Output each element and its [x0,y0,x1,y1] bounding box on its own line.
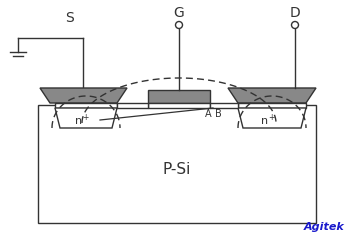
Bar [38,105,316,223]
Polygon shape [55,108,117,128]
Text: n$^+$: n$^+$ [74,112,90,128]
Polygon shape [148,103,210,108]
Text: P-Si: P-Si [163,163,191,178]
Circle shape [176,22,182,28]
Polygon shape [238,103,306,108]
Text: B: B [215,109,221,119]
Text: D: D [290,6,300,20]
Text: A: A [205,109,211,119]
Bar [117,103,148,108]
Text: G: G [174,6,184,20]
Polygon shape [55,103,117,108]
Text: n$^+$: n$^+$ [260,112,276,128]
Polygon shape [40,88,127,103]
Polygon shape [238,108,306,128]
Bar [210,103,238,108]
Polygon shape [148,90,210,103]
Circle shape [291,22,298,28]
Polygon shape [228,88,316,103]
Text: Agitek: Agitek [303,222,344,232]
Text: S: S [65,11,74,25]
